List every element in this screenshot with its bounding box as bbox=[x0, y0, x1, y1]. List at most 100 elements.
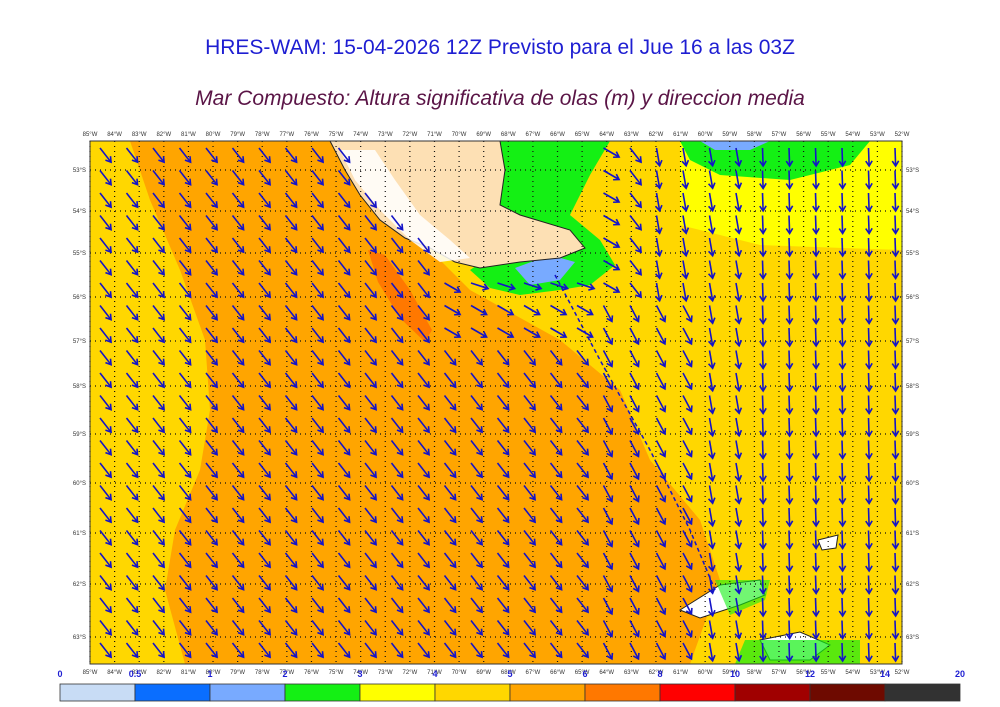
direction-arrow bbox=[152, 215, 166, 231]
direction-arrow bbox=[470, 575, 484, 591]
direction-arrow bbox=[99, 305, 113, 321]
direction-arrow bbox=[707, 237, 716, 258]
direction-arrow bbox=[99, 237, 113, 254]
longitude-label: 64°W bbox=[599, 132, 614, 138]
direction-arrow bbox=[496, 417, 510, 434]
direction-arrow bbox=[178, 282, 192, 299]
direction-arrow bbox=[891, 372, 900, 393]
direction-arrow bbox=[337, 170, 351, 186]
direction-arrow bbox=[390, 327, 404, 344]
direction-arrow bbox=[682, 395, 693, 413]
direction-arrow bbox=[284, 192, 298, 209]
latitude-label: 59°S bbox=[906, 432, 919, 438]
longitude-label: 57°W bbox=[772, 132, 787, 138]
longitude-label: 82°W bbox=[156, 670, 171, 676]
direction-arrow bbox=[337, 192, 351, 209]
direction-arrow bbox=[496, 642, 510, 659]
longitude-label: 84°W bbox=[107, 132, 122, 138]
direction-arrow bbox=[231, 147, 245, 164]
direction-arrow bbox=[759, 642, 767, 663]
direction-arrow bbox=[231, 327, 245, 344]
direction-arrow bbox=[311, 642, 325, 659]
colorbar-swatch bbox=[584, 683, 661, 702]
direction-arrow bbox=[152, 192, 166, 209]
direction-arrow bbox=[497, 282, 517, 291]
direction-arrow bbox=[838, 395, 847, 415]
longitude-label: 59°W bbox=[722, 670, 737, 676]
direction-arrow bbox=[655, 485, 667, 503]
direction-arrow bbox=[258, 260, 272, 276]
longitude-label: 72°W bbox=[403, 670, 418, 676]
colorbar-label: 4 bbox=[432, 669, 437, 679]
direction-arrow bbox=[759, 620, 767, 640]
direction-arrow bbox=[231, 620, 245, 636]
direction-arrow bbox=[812, 530, 820, 550]
direction-arrow bbox=[311, 552, 325, 569]
direction-arrow bbox=[443, 575, 457, 591]
direction-arrow bbox=[284, 440, 298, 456]
colorbar-label: 10 bbox=[730, 669, 740, 679]
direction-arrow bbox=[99, 440, 113, 456]
direction-arrow bbox=[443, 530, 457, 546]
direction-arrow bbox=[865, 642, 873, 663]
direction-arrow bbox=[311, 305, 325, 321]
direction-arrow bbox=[205, 485, 219, 501]
direction-arrow bbox=[99, 642, 113, 659]
colorbar-label: 3 bbox=[357, 669, 362, 679]
colorbar-swatch bbox=[434, 683, 511, 702]
direction-arrow bbox=[707, 147, 716, 168]
direction-arrow bbox=[734, 597, 743, 618]
direction-arrow bbox=[576, 620, 590, 636]
direction-arrow bbox=[125, 215, 139, 231]
direction-arrow bbox=[390, 395, 404, 411]
direction-arrow bbox=[655, 552, 667, 571]
direction-arrow bbox=[152, 260, 166, 276]
direction-arrow bbox=[759, 282, 767, 303]
direction-arrow bbox=[284, 620, 298, 636]
direction-arrow bbox=[99, 282, 113, 299]
direction-arrow bbox=[838, 530, 847, 550]
direction-arrow bbox=[785, 552, 794, 573]
direction-arrow bbox=[496, 552, 510, 569]
direction-arrow bbox=[284, 575, 298, 591]
direction-arrow bbox=[682, 372, 693, 391]
longitude-labels-bottom: 85°W 84°W 83°W 82°W 81°W 80°W 79°W 78°W 77°W 76°W… bbox=[83, 670, 910, 676]
direction-arrow bbox=[785, 215, 794, 235]
direction-arrow bbox=[284, 642, 298, 659]
direction-arrow bbox=[125, 237, 139, 254]
map-subtitle: Mar Compuesto: Altura significativa de o… bbox=[195, 87, 805, 110]
direction-arrow bbox=[470, 620, 484, 636]
direction-arrow bbox=[734, 282, 743, 303]
direction-arrow bbox=[681, 147, 690, 168]
direction-arrow bbox=[602, 462, 614, 481]
direction-arrow bbox=[284, 237, 298, 254]
direction-arrow bbox=[707, 462, 716, 483]
direction-arrow bbox=[417, 282, 431, 299]
direction-arrow bbox=[417, 440, 431, 456]
direction-arrow bbox=[682, 507, 693, 526]
direction-arrow bbox=[682, 485, 693, 503]
longitude-label: 73°W bbox=[378, 670, 393, 676]
direction-arrow bbox=[125, 147, 139, 164]
direction-arrow bbox=[125, 260, 139, 276]
direction-arrow bbox=[337, 552, 351, 569]
direction-arrow bbox=[152, 350, 166, 366]
longitude-label: 62°W bbox=[649, 132, 664, 138]
direction-arrow bbox=[470, 440, 484, 456]
direction-arrow bbox=[470, 327, 488, 339]
direction-arrow bbox=[311, 327, 325, 344]
direction-arrow bbox=[891, 507, 900, 528]
direction-arrow bbox=[865, 192, 873, 213]
direction-arrow bbox=[734, 462, 743, 483]
direction-arrow bbox=[734, 147, 743, 168]
direction-arrow bbox=[603, 169, 621, 181]
direction-arrow bbox=[576, 440, 590, 456]
direction-arrow bbox=[231, 170, 245, 186]
latitude-label: 60°S bbox=[906, 481, 919, 487]
direction-arrow bbox=[364, 305, 378, 321]
latitude-label: 53°S bbox=[73, 168, 86, 174]
longitude-label: 69°W bbox=[476, 670, 491, 676]
direction-arrow bbox=[337, 327, 351, 344]
direction-arrow bbox=[178, 620, 192, 636]
direction-arrow bbox=[759, 170, 767, 190]
